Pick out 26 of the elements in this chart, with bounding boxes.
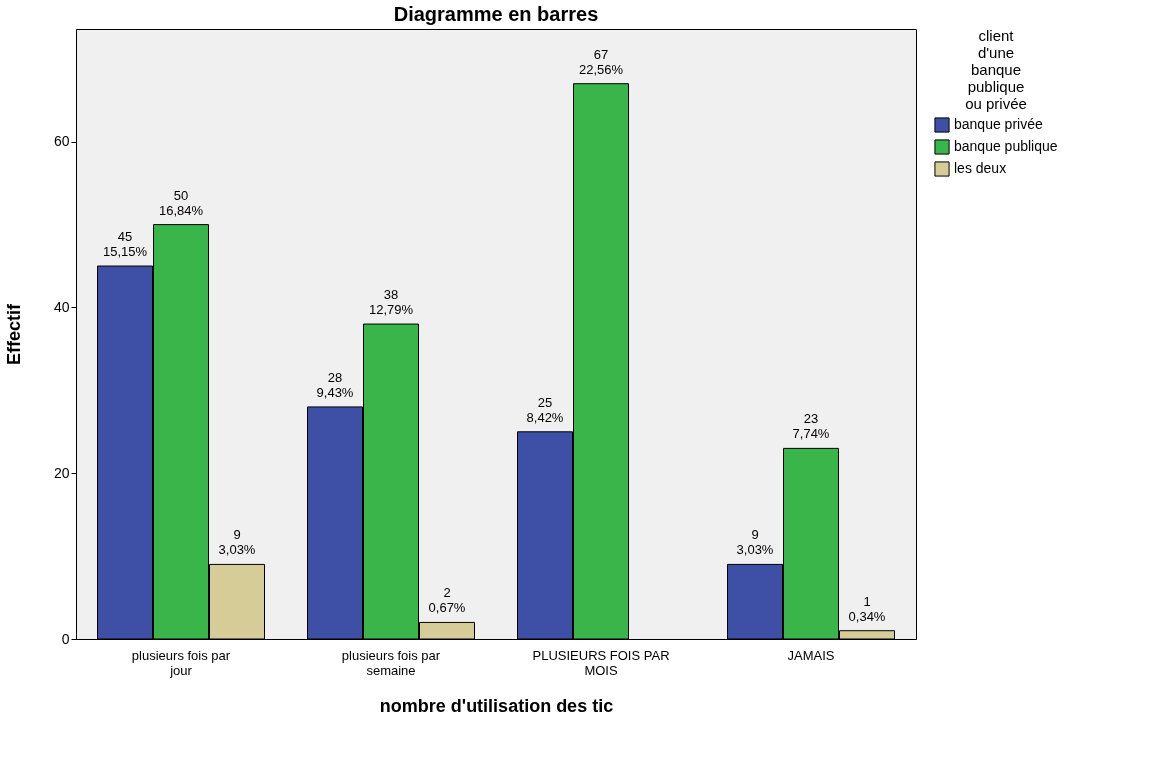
legend-label: banque privée [954, 116, 1043, 132]
data-label: 67 22,56% [578, 46, 624, 77]
x-tick-label: plusieurs fois par semaine [341, 647, 441, 678]
data-label: 2 0,67% [428, 585, 466, 616]
y-tick-label: 60 [53, 133, 70, 150]
data-label: 23 7,74% [792, 411, 830, 442]
data-label: 38 12,79% [368, 287, 414, 318]
y-tick-label: 20 [53, 464, 70, 481]
y-tick-label: 0 [61, 630, 70, 647]
x-tick-label: plusieurs fois par jour [131, 647, 231, 678]
data-label: 1 0,34% [848, 593, 886, 624]
legend-label: les deux [954, 160, 1007, 176]
y-axis-title: Effectif [3, 303, 24, 366]
chart-title: Diagramme en barres [393, 3, 599, 25]
x-tick-label: JAMAIS [787, 647, 835, 663]
data-label: 28 9,43% [316, 369, 354, 400]
x-tick-label: PLUSIEURS FOIS PAR MOIS [532, 647, 670, 678]
data-label: 45 15,15% [102, 229, 148, 260]
data-label: 50 16,84% [158, 187, 204, 218]
data-label: 9 3,03% [218, 527, 256, 558]
data-label: 25 8,42% [526, 394, 564, 425]
legend-title: client d'une banque publique ou privée [965, 27, 1027, 112]
legend-label: banque publique [954, 138, 1058, 154]
y-tick-label: 40 [53, 298, 70, 315]
data-label: 9 3,03% [736, 527, 774, 558]
x-axis-title: nombre d'utilisation des tic [379, 695, 614, 716]
